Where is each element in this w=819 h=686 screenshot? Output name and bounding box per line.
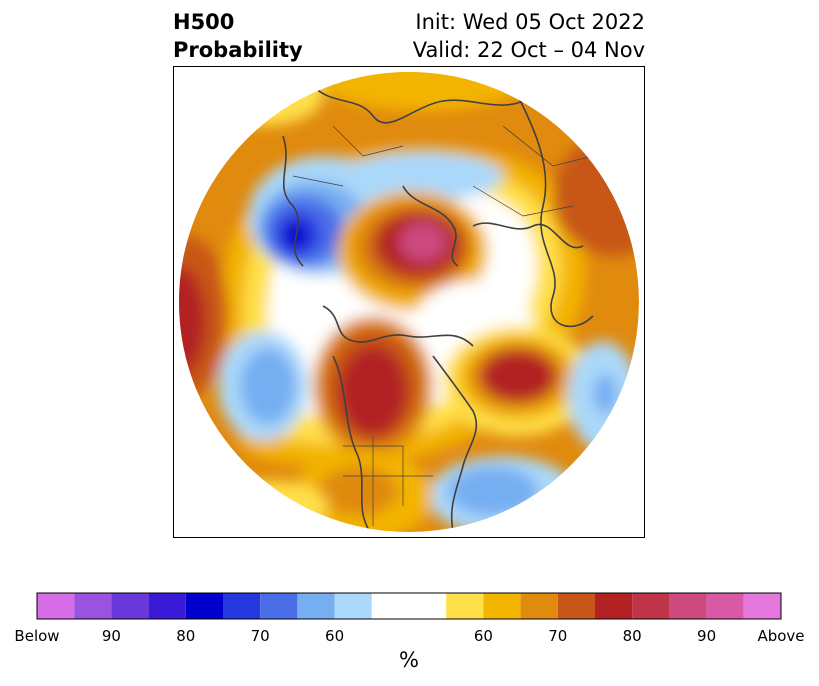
- colorbar-segment: [743, 593, 781, 619]
- init-date: Init: Wed 05 Oct 2022: [415, 10, 645, 34]
- valid-range: Valid: 22 Oct – 04 Nov: [412, 38, 645, 62]
- colorbar-segment: [74, 593, 112, 619]
- colorbar-segment: [706, 593, 744, 619]
- colorbar-segment: [669, 593, 707, 619]
- colorbar-tick-label: 80: [176, 627, 196, 645]
- colorbar-segment: [557, 593, 595, 619]
- colorbar-tick-label: 70: [250, 627, 270, 645]
- colorbar-segment: [148, 593, 186, 619]
- borders: [292, 125, 594, 526]
- colorbar-segment: [223, 593, 261, 619]
- colorbar-tick-label: Below: [14, 627, 60, 645]
- colorbar-segment: [483, 593, 521, 619]
- colorbar-segment: [446, 593, 484, 619]
- colorbar-segment: [185, 593, 223, 619]
- colorbar-segment: [111, 593, 149, 619]
- colorbar-segment: [595, 593, 633, 619]
- colorbar-segment: [334, 593, 372, 619]
- coastlines: [282, 85, 594, 532]
- colorbar-tick-label: 90: [697, 627, 717, 645]
- colorbar-tick-label: 70: [548, 627, 568, 645]
- colorbar: [36, 592, 782, 620]
- colorbar-tick-label: Above: [757, 627, 805, 645]
- map-frame: [173, 66, 645, 538]
- colorbar-tick-label: 60: [473, 627, 493, 645]
- polar-map: [173, 66, 645, 538]
- colorbar-frame: [36, 592, 782, 620]
- colorbar-segment: [520, 593, 558, 619]
- colorbar-segment: [37, 593, 75, 619]
- colorbar-segment: [297, 593, 335, 619]
- title-block-right: Init: Wed 05 Oct 2022 Valid: 22 Oct – 04…: [413, 8, 645, 64]
- colorbar-unit-label: %: [399, 648, 419, 672]
- colorbar-segment: [632, 593, 670, 619]
- title-variable: H500: [173, 10, 235, 34]
- colorbar-tick-label: 60: [325, 627, 345, 645]
- colorbar-tick-label: 90: [101, 627, 121, 645]
- probability-field: [179, 72, 639, 532]
- colorbar-tick-label: 80: [622, 627, 642, 645]
- colorbar-segment: [371, 593, 447, 619]
- title-block-left: H500 Probability: [173, 8, 303, 64]
- colorbar-segment: [260, 593, 298, 619]
- title-product: Probability: [173, 38, 303, 62]
